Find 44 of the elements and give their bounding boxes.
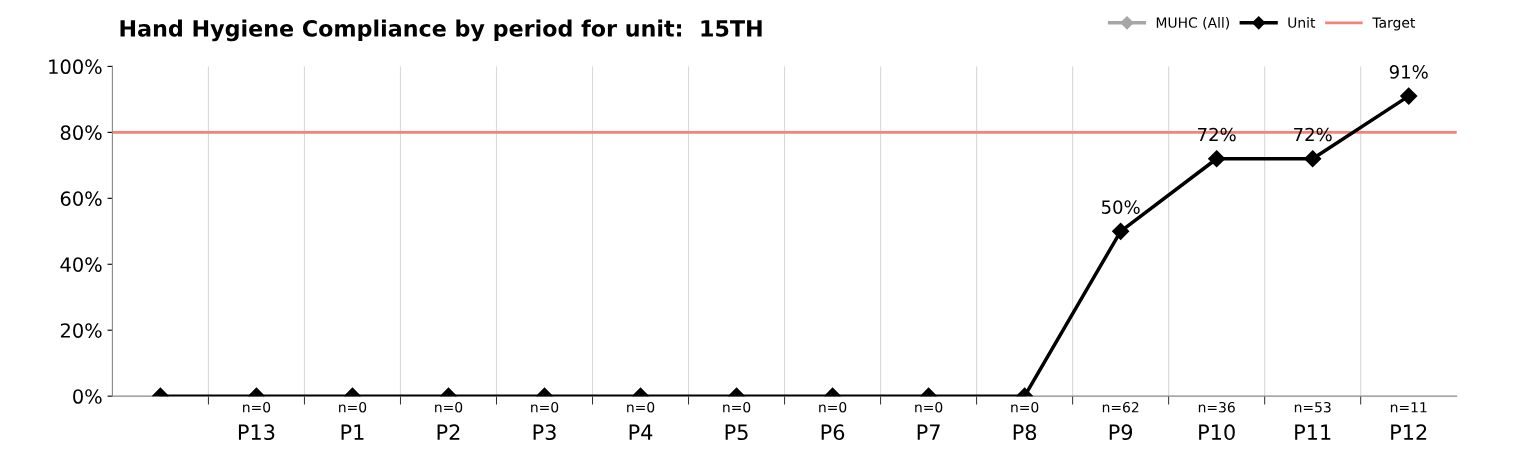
x-tick-label: P7 (917, 424, 940, 440)
text: n=53 (1294, 401, 1331, 413)
text: n=0 (819, 401, 847, 413)
legend-label: Target (1372, 17, 1416, 31)
text: n=0 (339, 401, 367, 413)
x-tick-label: P10 (1199, 424, 1235, 441)
point (1304, 150, 1322, 168)
text: n=0 (627, 401, 655, 413)
text: n=0 (1011, 401, 1039, 413)
x-tick-label: P12 (1391, 424, 1427, 440)
point (1400, 87, 1418, 105)
y-tick-label: 40% (60, 257, 102, 272)
text: n=0 (915, 401, 943, 413)
x-tick-label: P2 (437, 424, 460, 440)
text: n=36 (1198, 401, 1235, 413)
text: n=11 (1390, 402, 1427, 413)
x-tick-label: P6 (821, 424, 845, 441)
text: n=0 (723, 401, 751, 413)
text: n=62 (1102, 401, 1139, 413)
text: n=0 (531, 401, 559, 413)
x-tick-label: P1 (341, 424, 364, 440)
y-tick-label: 100% (49, 59, 102, 75)
y-tick-label: 60% (60, 191, 102, 206)
x-tick-label: P4 (629, 424, 653, 440)
data-label: 72% (1198, 127, 1236, 142)
x-tick-label: P8 (1013, 424, 1037, 441)
x-tick-label: P13 (238, 424, 275, 441)
point (1208, 150, 1226, 168)
legend-label: MUHC (All) (1156, 17, 1230, 30)
x-tick-label: P3 (533, 424, 556, 441)
y-tick-label: 20% (60, 323, 102, 338)
data-label: 72% (1294, 127, 1332, 142)
chart-title: Hand Hygiene Compliance by period for unit: 15TH (120, 19, 762, 42)
text: n=0 (243, 401, 271, 413)
point (1112, 222, 1130, 240)
legend-label: Unit (1288, 17, 1316, 28)
x-tick-label: P9 (1109, 424, 1133, 441)
x-tick-label: P11 (1295, 424, 1331, 440)
y-tick-label: 80% (60, 125, 102, 141)
text: n=0 (435, 401, 463, 413)
x-tick-label: P5 (725, 424, 748, 441)
data-label: 91% (1389, 65, 1428, 79)
y-tick-label: 0% (73, 389, 102, 404)
data-label: 50% (1101, 200, 1140, 214)
